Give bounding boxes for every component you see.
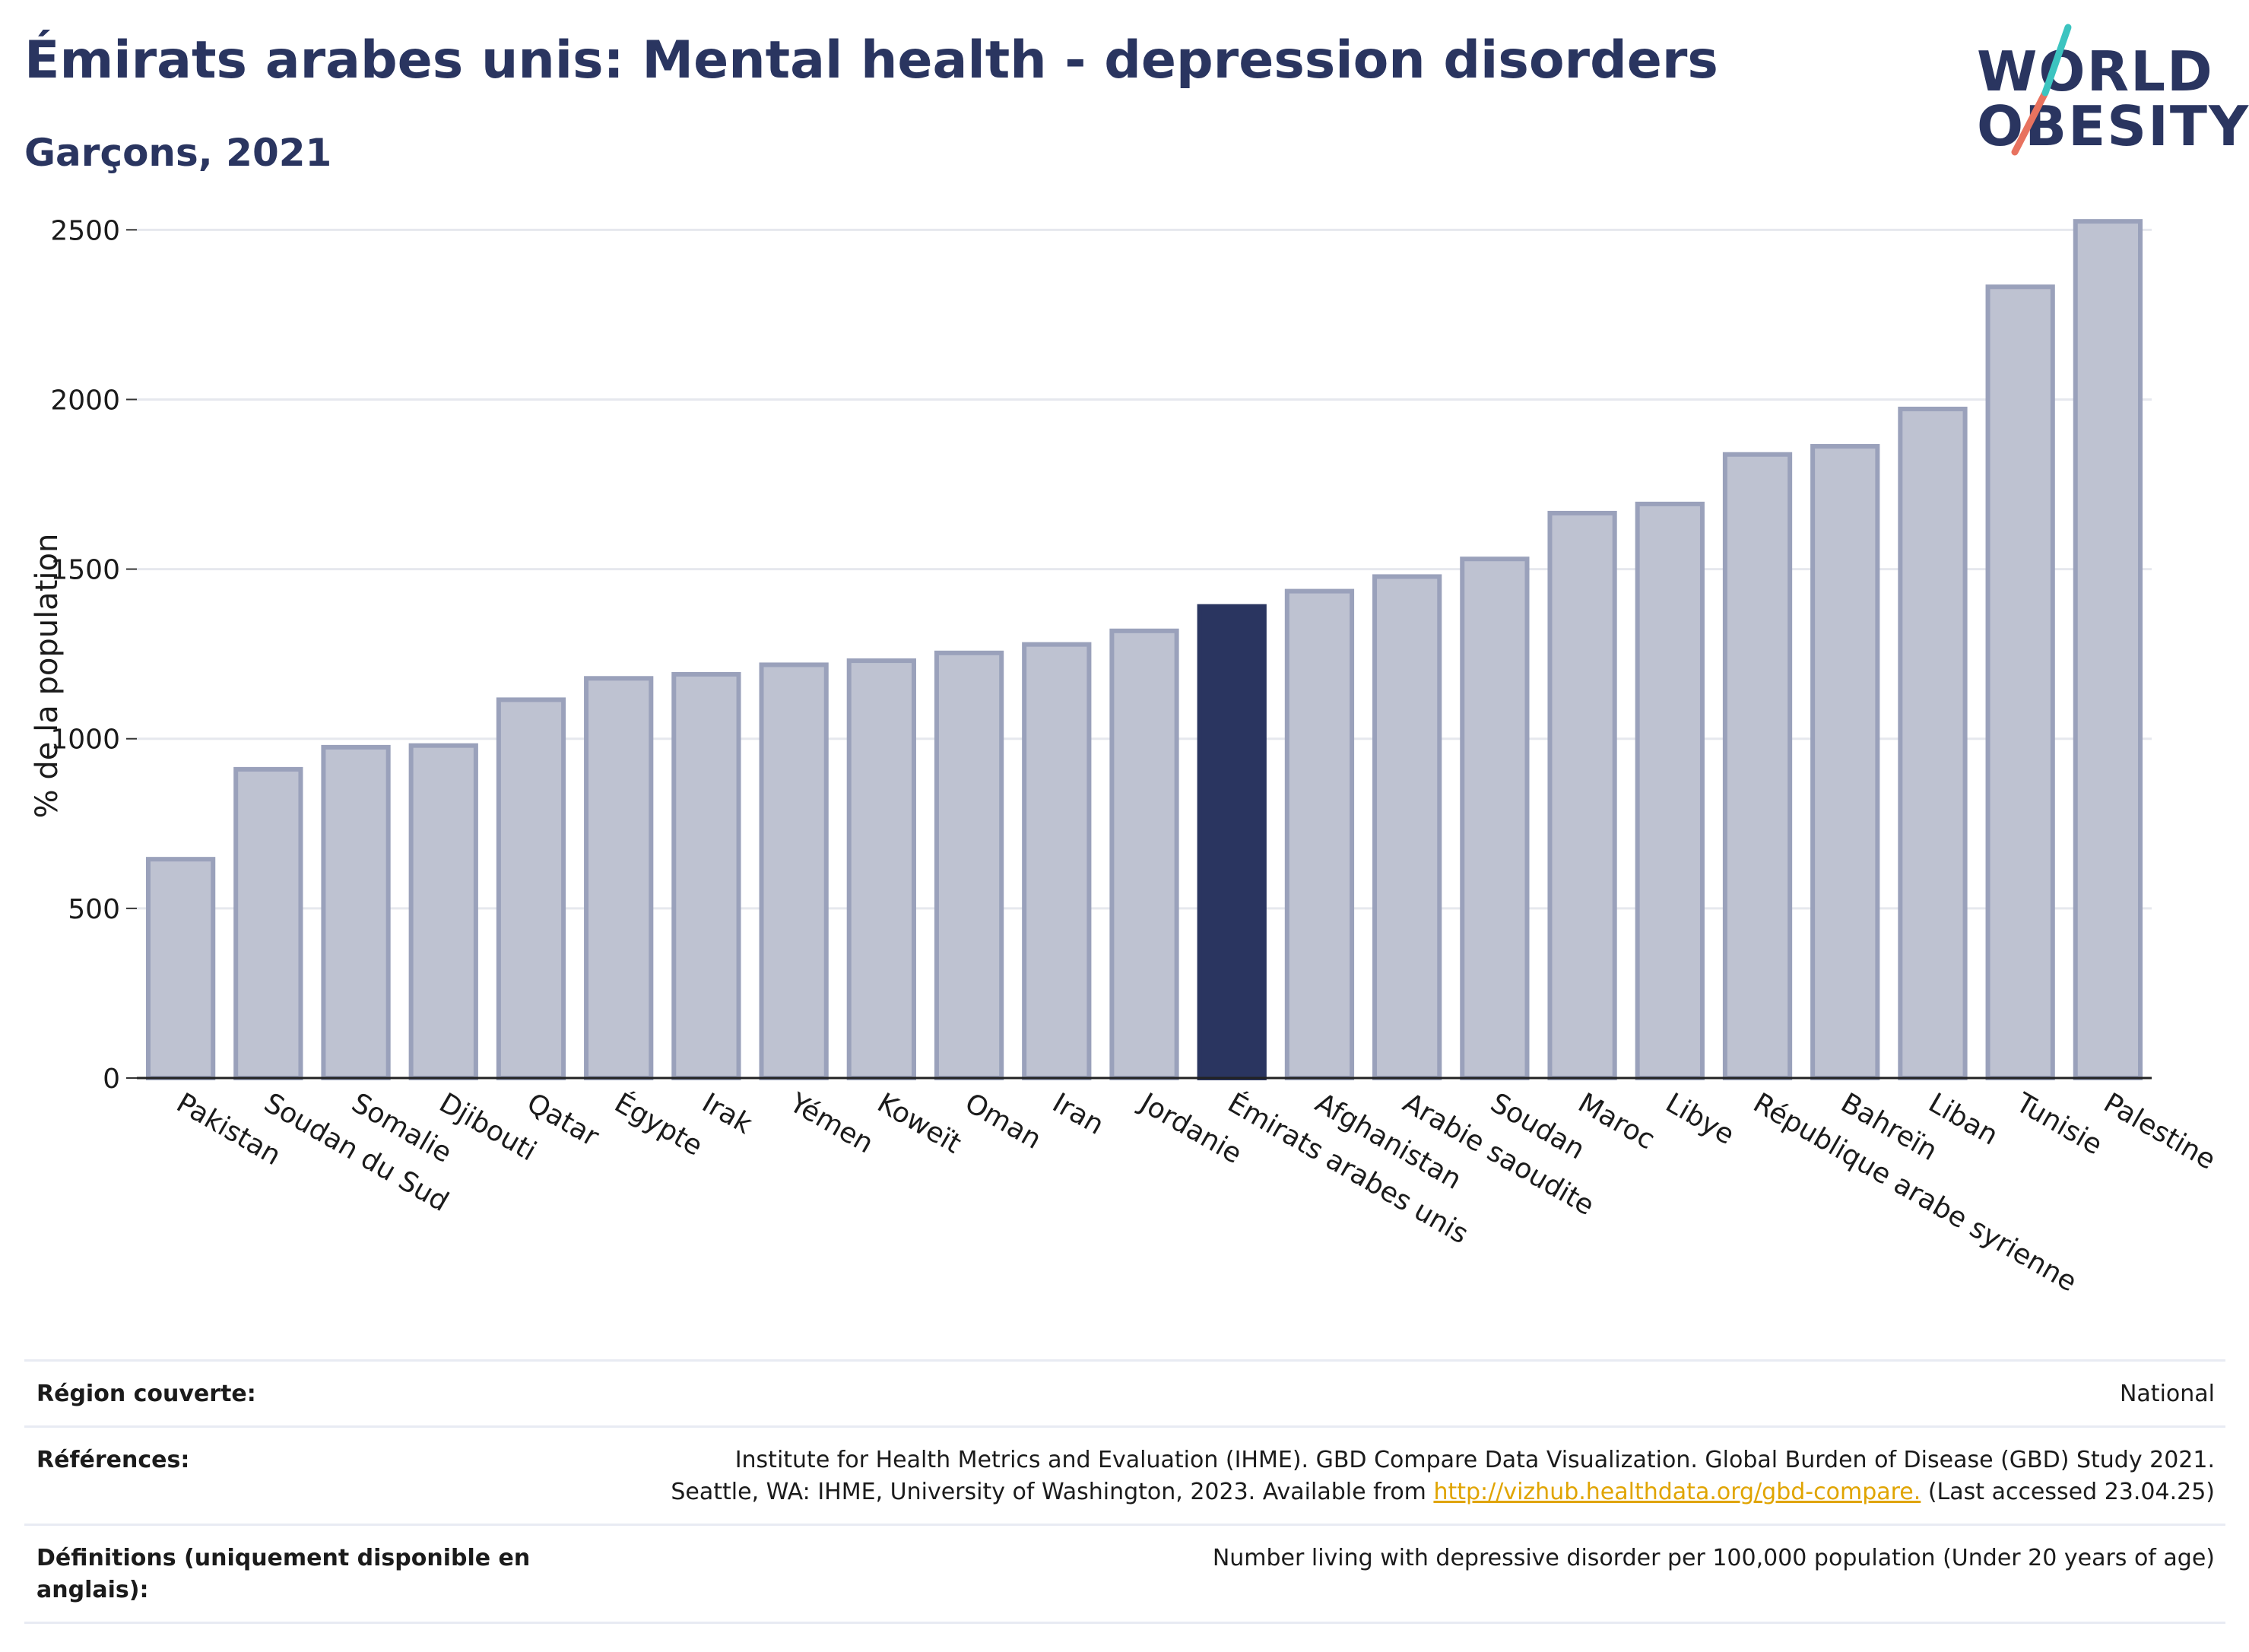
bar — [321, 744, 391, 1080]
bar — [584, 676, 654, 1080]
bar — [1722, 452, 1793, 1080]
info-table: Région couverte: National Références: In… — [24, 1359, 2225, 1624]
bar — [1284, 588, 1355, 1080]
bar — [408, 743, 478, 1081]
x-tick-label: Libye — [1661, 1087, 1740, 1151]
bar — [233, 766, 303, 1080]
x-tick-label: Tunisie — [2010, 1087, 2108, 1162]
y-tick-label: 1000 — [50, 725, 120, 756]
x-tick-label: Koweït — [872, 1087, 966, 1159]
page-title: Émirats arabes unis: Mental health - dep… — [24, 30, 1718, 90]
x-tick-label: Iran — [1047, 1087, 1109, 1141]
info-label-definitions: Définitions (uniquement disponible en an… — [36, 1545, 531, 1603]
x-tick-label: Jordanie — [1134, 1086, 1247, 1170]
y-axis-label: % de la population — [30, 534, 65, 819]
info-row-definitions: Définitions (uniquement disponible en an… — [24, 1524, 2225, 1624]
bar — [496, 697, 566, 1080]
info-value-references: Institute for Health Metrics and Evaluat… — [671, 1447, 2215, 1505]
bar — [934, 650, 1004, 1080]
x-tick-label: Oman — [960, 1087, 1046, 1156]
bar — [1810, 444, 1880, 1080]
y-tick-label: 1500 — [50, 555, 120, 586]
info-label-references: Références: — [36, 1447, 190, 1473]
bar-highlighted — [1197, 604, 1267, 1080]
info-row-region: Région couverte: National — [24, 1359, 2225, 1425]
y-tick-label: 2000 — [50, 385, 120, 416]
x-tick-label: Djibouti — [434, 1087, 541, 1167]
bar — [846, 658, 916, 1080]
info-label-region: Région couverte: — [36, 1381, 256, 1407]
bar — [1109, 628, 1179, 1080]
bar — [145, 857, 216, 1080]
bar — [2073, 219, 2143, 1081]
y-tick-label: 500 — [68, 894, 120, 925]
page-subtitle: Garçons, 2021 — [24, 131, 332, 175]
x-tick-label: Égypte — [609, 1086, 708, 1162]
bars — [145, 219, 2143, 1081]
info-value-definitions: Number living with depressive disorder p… — [1212, 1545, 2215, 1571]
info-value-region: National — [2119, 1381, 2215, 1407]
bar — [1898, 406, 1968, 1080]
x-tick-label: Palestine — [2098, 1087, 2221, 1176]
bar — [1547, 510, 1617, 1080]
x-tick-label: Irak — [696, 1087, 757, 1140]
x-tick-label: Yémen — [784, 1087, 879, 1160]
logo-text-world: WORLD — [1977, 40, 2214, 103]
y-tick-label: 2500 — [50, 215, 120, 246]
bar — [671, 671, 741, 1080]
info-row-references: Références: Institute for Health Metrics… — [24, 1425, 2225, 1524]
bar — [1022, 642, 1092, 1080]
bar — [1635, 501, 1705, 1081]
bar — [1372, 574, 1442, 1080]
source-link[interactable]: http://vizhub.healthdata.org/gbd-compare… — [1433, 1479, 1921, 1505]
bar — [759, 662, 829, 1080]
bar — [1460, 556, 1530, 1080]
bar — [1985, 284, 2055, 1080]
y-tick-label: 0 — [103, 1064, 120, 1095]
axes — [126, 229, 2152, 1080]
world-obesity-logo: WORLD OBESITY — [1977, 23, 2248, 160]
logo-slash-icon — [2011, 24, 2072, 156]
